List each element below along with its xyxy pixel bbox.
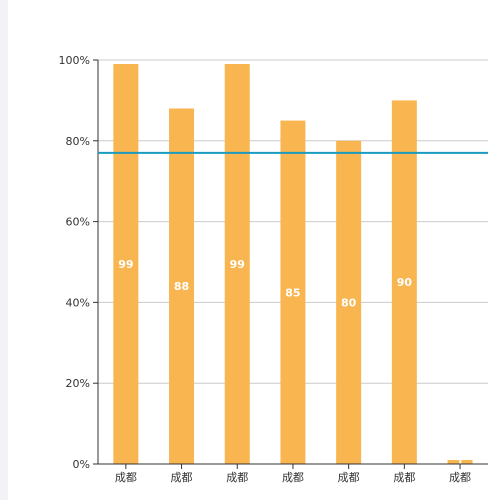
y-tick-label: 0% [73, 458, 90, 471]
x-tick-label: 成都 [282, 471, 304, 484]
x-tick-label: 成都 [338, 471, 360, 484]
data-label: 99 [118, 258, 133, 271]
bar[interactable] [224, 64, 250, 464]
x-tick-label: 成都 [393, 471, 415, 484]
data-label: 80 [341, 296, 357, 309]
x-tick-label: 成都 [226, 471, 248, 484]
axes [97, 60, 488, 465]
x-tick-label: 成都 [449, 471, 471, 484]
y-tick-label: 100% [59, 54, 90, 67]
data-label: 99 [230, 258, 245, 271]
bar[interactable] [280, 120, 306, 464]
data-labels: 99 88 99 85 80 90 1 [118, 258, 464, 469]
bar[interactable] [169, 108, 195, 464]
bar[interactable] [113, 64, 139, 464]
y-tick-label: 80% [66, 135, 90, 148]
bar[interactable] [336, 140, 362, 465]
data-label: 85 [285, 286, 300, 299]
x-axis-ticks: 成都 成都 成都 成都 成都 成都 成都 [115, 464, 471, 484]
y-tick-label: 20% [66, 377, 90, 390]
left-edge-strip [0, 0, 8, 500]
data-label: 90 [397, 276, 413, 289]
y-tick-label: 40% [66, 296, 90, 309]
y-axis-ticks: 0% 20% 40% 60% 80% 100% [59, 54, 98, 471]
bar[interactable] [447, 459, 473, 464]
x-tick-label: 成都 [115, 471, 137, 484]
x-tick-label: 成都 [171, 471, 193, 484]
bar[interactable] [391, 100, 417, 465]
data-label: 1 [456, 456, 464, 469]
bars [113, 64, 473, 465]
data-label: 88 [174, 280, 189, 293]
y-tick-label: 60% [66, 216, 90, 229]
